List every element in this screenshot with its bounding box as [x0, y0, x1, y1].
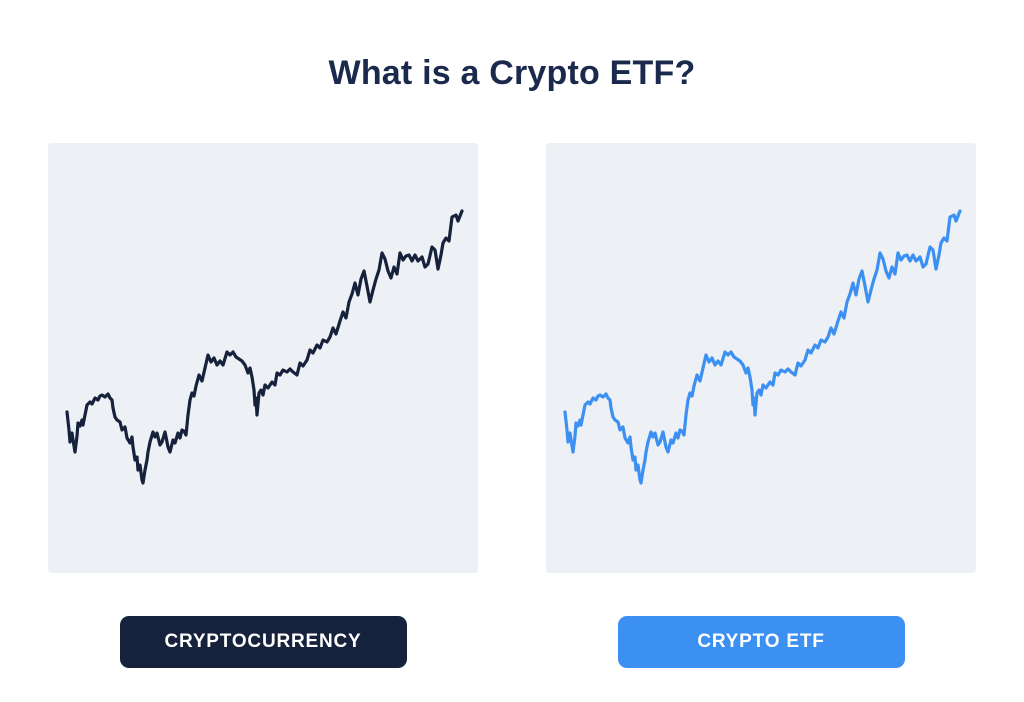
crypto-etf-button[interactable]: CRYPTO ETF — [617, 616, 905, 668]
cryptocurrency-line-chart — [65, 209, 464, 485]
crypto-etf-infographic: What is a Crypto ETF? CRYPTOCURRENCY CRY… — [0, 54, 1024, 668]
cryptocurrency-chart-panel — [48, 143, 478, 573]
cryptocurrency-button[interactable]: CRYPTOCURRENCY — [119, 616, 407, 668]
cryptocurrency-column: CRYPTOCURRENCY — [48, 143, 478, 668]
crypto-etf-line-chart — [563, 209, 962, 485]
crypto-etf-column: CRYPTO ETF — [546, 143, 976, 668]
page-title: What is a Crypto ETF? — [328, 54, 696, 92]
comparison-panels: CRYPTOCURRENCY CRYPTO ETF — [0, 143, 1024, 668]
crypto-etf-chart-panel — [546, 143, 976, 573]
